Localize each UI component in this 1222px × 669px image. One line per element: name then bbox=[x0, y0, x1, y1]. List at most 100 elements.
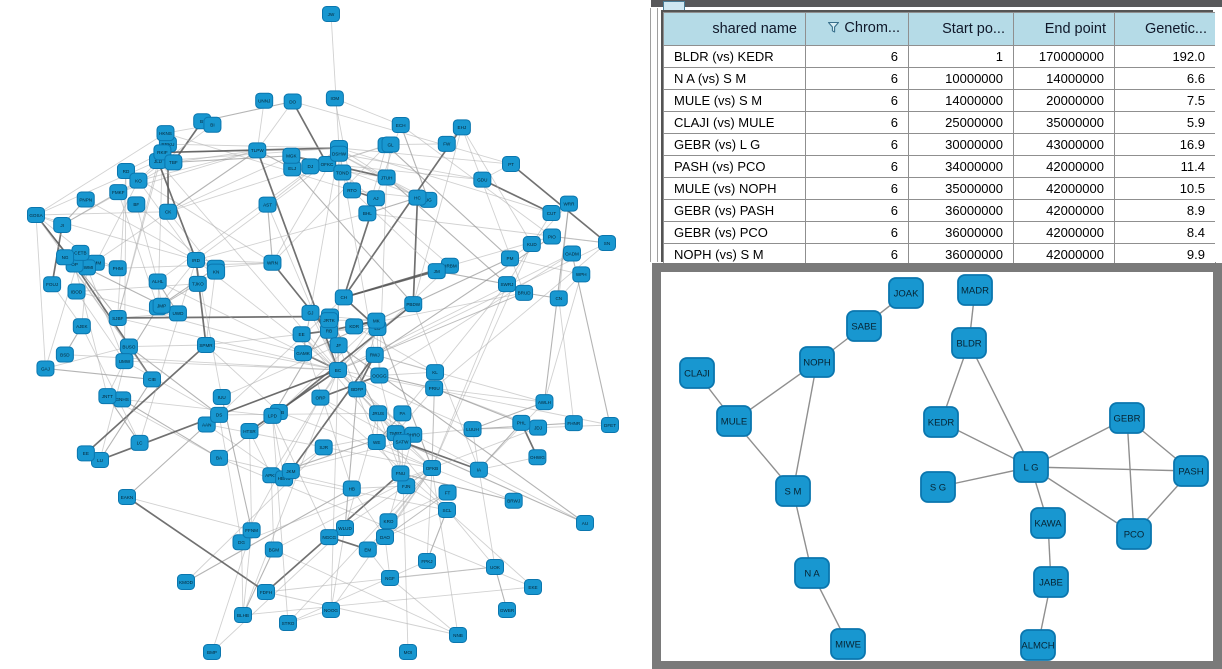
cell-value[interactable]: 43000000 bbox=[1013, 133, 1115, 156]
table-row[interactable]: N A (vs) S M 6 10000000 14000000 6.6 bbox=[663, 67, 1216, 90]
network-node[interactable]: FW bbox=[437, 135, 456, 152]
cell-shared-name[interactable]: GEBR (vs) L G bbox=[663, 133, 806, 156]
network-node[interactable]: JM bbox=[427, 263, 446, 280]
network-node[interactable]: PBDW bbox=[404, 296, 423, 313]
network-node[interactable]: PM bbox=[500, 250, 519, 267]
cell-value[interactable]: 6 bbox=[805, 155, 909, 178]
network-node[interactable]: GOSA bbox=[27, 207, 45, 223]
network-node[interactable]: PA bbox=[393, 405, 412, 422]
network-node[interactable]: NGF bbox=[381, 570, 399, 586]
network-node[interactable]: PIO bbox=[542, 228, 561, 245]
cell-value[interactable]: 16.9 bbox=[1114, 133, 1216, 156]
network-node[interactable]: JW bbox=[322, 6, 340, 22]
network-node[interactable]: JI bbox=[53, 217, 72, 234]
network-node[interactable]: DS bbox=[210, 406, 229, 423]
network-node[interactable]: GAMK bbox=[294, 345, 313, 362]
column-header-endpoint[interactable]: End point bbox=[1013, 12, 1115, 46]
cell-value[interactable]: 7.5 bbox=[1114, 89, 1216, 112]
network-node[interactable]: FPKJ bbox=[418, 553, 436, 569]
table-row[interactable]: MULE (vs) S M 6 14000000 20000000 7.5 bbox=[663, 89, 1216, 112]
cell-value[interactable]: 42000000 bbox=[1013, 243, 1115, 266]
network-node[interactable]: PHM bbox=[108, 260, 127, 277]
cell-value[interactable]: 10.5 bbox=[1114, 177, 1216, 200]
network-node[interactable]: CH bbox=[334, 289, 353, 306]
cell-shared-name[interactable]: N A (vs) S M bbox=[663, 67, 806, 90]
cell-value[interactable]: 42000000 bbox=[1013, 155, 1115, 178]
network-node[interactable]: NOOG bbox=[322, 602, 340, 618]
network-node[interactable]: CIB bbox=[143, 371, 162, 388]
subnetwork-node-pash[interactable]: PASH bbox=[1173, 455, 1209, 487]
network-node[interactable]: FFNM bbox=[242, 522, 261, 539]
subnetwork-node-sm[interactable]: S M bbox=[775, 475, 811, 507]
column-header-startpo[interactable]: Start po... bbox=[908, 12, 1014, 46]
network-node[interactable]: TLPW bbox=[248, 142, 267, 159]
subnetwork-node-noph[interactable]: NOPH bbox=[799, 346, 835, 378]
network-node[interactable]: EM bbox=[358, 541, 377, 558]
cell-value[interactable]: 14000000 bbox=[1013, 67, 1115, 90]
subnetwork-node-pco[interactable]: PCO bbox=[1116, 518, 1152, 550]
table-row[interactable]: MULE (vs) NOPH 6 35000000 42000000 10.5 bbox=[663, 177, 1216, 200]
network-node[interactable]: FNU bbox=[391, 465, 410, 482]
subnetwork-node-sg[interactable]: S G bbox=[920, 471, 956, 503]
network-node[interactable]: WRR bbox=[559, 195, 578, 212]
network-node[interactable]: BA bbox=[210, 449, 229, 466]
network-node[interactable]: EAKN bbox=[118, 489, 136, 505]
cell-value[interactable]: 11.4 bbox=[1114, 155, 1216, 178]
cell-value[interactable]: 5.9 bbox=[1114, 111, 1216, 134]
cell-value[interactable]: 34000000 bbox=[908, 155, 1014, 178]
subnetwork-node-gebr[interactable]: GEBR bbox=[1109, 402, 1145, 434]
network-node[interactable]: PNPN bbox=[76, 191, 95, 208]
network-node[interactable]: CK bbox=[159, 203, 178, 220]
network-node[interactable]: SJBF bbox=[108, 309, 127, 326]
network-node[interactable]: TOND bbox=[333, 164, 352, 181]
network-node[interactable]: IA bbox=[469, 461, 488, 478]
network-node[interactable]: GL bbox=[381, 136, 400, 153]
network-node[interactable]: DAO bbox=[376, 529, 394, 545]
network-node[interactable]: ECH bbox=[391, 116, 410, 133]
network-node[interactable]: SPMR bbox=[196, 336, 215, 353]
network-node[interactable]: JTUH bbox=[377, 169, 396, 186]
network-node[interactable]: TBF bbox=[164, 154, 183, 171]
cell-value[interactable]: 36000000 bbox=[908, 221, 1014, 244]
subnetwork-node-bldr[interactable]: BLDR bbox=[951, 327, 987, 359]
column-header-chrom[interactable]: Chrom... bbox=[805, 12, 909, 46]
table-row[interactable]: GEBR (vs) L G 6 30000000 43000000 16.9 bbox=[663, 133, 1216, 156]
cell-shared-name[interactable]: MULE (vs) S M bbox=[663, 89, 806, 112]
network-node[interactable]: SJR bbox=[314, 439, 333, 456]
network-node[interactable]: STRO bbox=[279, 615, 297, 631]
network-node[interactable]: GDU bbox=[473, 171, 492, 188]
subnetwork-node-mule[interactable]: MULE bbox=[716, 405, 752, 437]
cell-value[interactable]: 30000000 bbox=[908, 133, 1014, 156]
subnetwork-node-claji[interactable]: CLAJI bbox=[679, 357, 715, 389]
cell-value[interactable]: 6 bbox=[805, 67, 909, 90]
cell-shared-name[interactable]: MULE (vs) NOPH bbox=[663, 177, 806, 200]
cell-value[interactable]: 6 bbox=[805, 199, 909, 222]
cell-value[interactable]: 14000000 bbox=[908, 89, 1014, 112]
network-node[interactable]: SN bbox=[598, 235, 616, 251]
cell-value[interactable]: 6 bbox=[805, 177, 909, 200]
network-node[interactable]: JMP bbox=[152, 297, 171, 314]
network-node[interactable]: IOM bbox=[325, 90, 344, 107]
network-node[interactable]: TJKO bbox=[188, 275, 207, 292]
subnetwork-node-miwe[interactable]: MIWE bbox=[830, 628, 866, 660]
subnetwork-node-sabe[interactable]: SABE bbox=[846, 310, 882, 342]
network-node[interactable]: WPH bbox=[572, 266, 591, 283]
network-node[interactable]: CUT bbox=[542, 205, 561, 222]
network-node[interactable]: EKE bbox=[524, 579, 542, 595]
network-node[interactable]: DO bbox=[283, 93, 302, 110]
cell-shared-name[interactable]: BLDR (vs) KEDR bbox=[663, 45, 806, 68]
cell-shared-name[interactable]: PASH (vs) PCO bbox=[663, 155, 806, 178]
network-node[interactable]: KL bbox=[426, 364, 445, 381]
network-node[interactable]: DFET bbox=[601, 417, 619, 433]
network-node[interactable]: HTSR bbox=[240, 423, 259, 440]
subnetwork-node-na[interactable]: N A bbox=[794, 557, 830, 589]
cell-value[interactable]: 6 bbox=[805, 111, 909, 134]
network-node[interactable]: WRN bbox=[263, 254, 282, 271]
subnetwork-node-jabe[interactable]: JABE bbox=[1033, 566, 1069, 598]
network-node[interactable]: KUD bbox=[522, 236, 541, 253]
subnetwork-node-almch[interactable]: ALMCH bbox=[1020, 629, 1056, 661]
cell-value[interactable]: 35000000 bbox=[908, 177, 1014, 200]
network-node[interactable]: UMW bbox=[115, 353, 134, 370]
cell-value[interactable]: 42000000 bbox=[1013, 199, 1115, 222]
subnetwork-node-kedr[interactable]: KEDR bbox=[923, 406, 959, 438]
